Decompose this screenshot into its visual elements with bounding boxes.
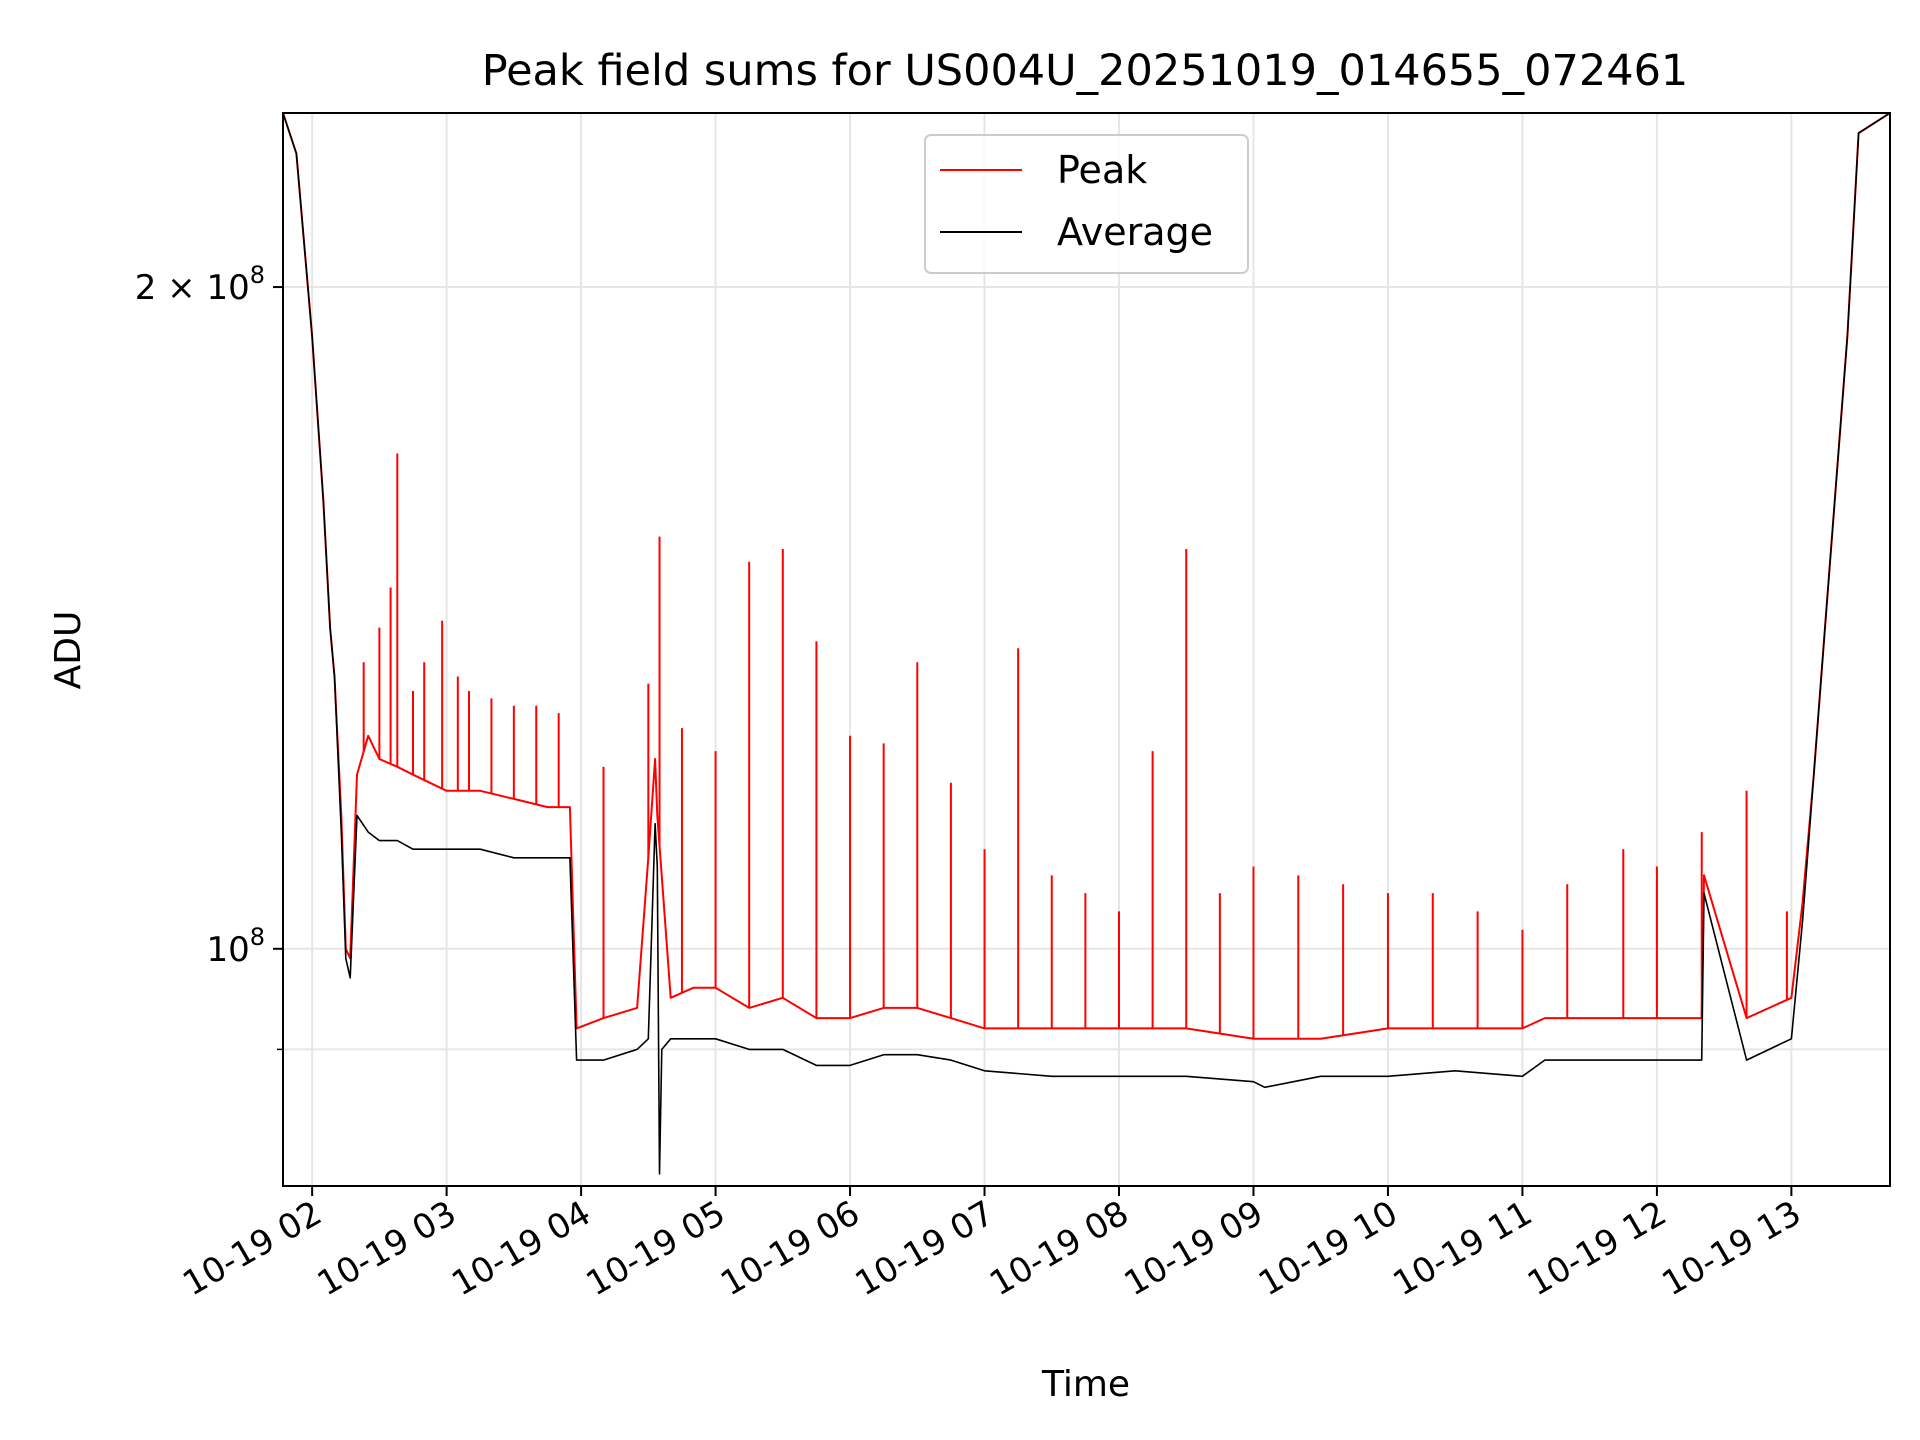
legend: Peak Average <box>924 134 1249 274</box>
y-tick-label: 2 × 108 <box>135 261 265 308</box>
average-line <box>283 113 1890 1175</box>
y-axis-label: ADU <box>48 611 89 690</box>
legend-label-peak: Peak <box>1057 148 1147 192</box>
series-peak <box>283 113 1890 1040</box>
x-axis-label: Time <box>1041 1364 1130 1405</box>
chart-title: Peak field sums for US004U_20251019_0146… <box>482 46 1689 96</box>
y-tick-label: 108 <box>206 923 265 970</box>
plot-frame <box>282 112 1891 1187</box>
legend-label-average: Average <box>1057 210 1213 254</box>
peak-line <box>283 113 1890 1040</box>
y-axis-ticks: 108 2 × 108 <box>135 261 283 1051</box>
series-average <box>283 113 1890 1175</box>
